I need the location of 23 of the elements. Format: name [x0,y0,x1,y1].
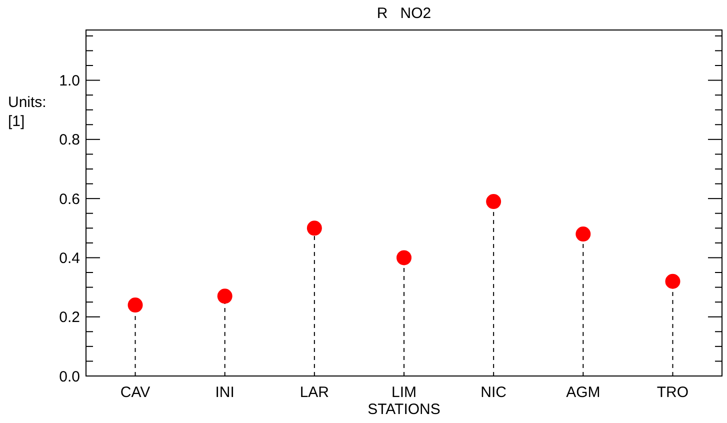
x-tick-label: TRO [656,384,689,401]
x-axis-title: STATIONS [368,401,440,418]
point [665,274,680,289]
y-tick-label: 0.4 [59,250,80,267]
text: 1.0 [59,72,80,90]
x-tick-label: LIM [391,384,417,401]
y-tick-label: 0.2 [59,309,80,326]
x-tick-label: NIC [480,384,507,401]
x-tick-label: INI [215,384,234,401]
x-tick-label: CAV [120,384,150,401]
chart-title: R NO2 [376,5,432,22]
y-tick-label: 0.6 [59,190,80,208]
y-axis-title: Units: [1] [8,94,46,130]
point [128,298,143,313]
y-tick-label: 0.8 [59,132,80,149]
point [486,194,502,210]
text: 0.0 [59,368,80,386]
x-tick-label: AGM [566,384,600,401]
x-tick-label: LAR [300,384,330,401]
point [396,250,412,266]
point [576,226,591,242]
point [217,288,232,304]
point [306,220,322,236]
